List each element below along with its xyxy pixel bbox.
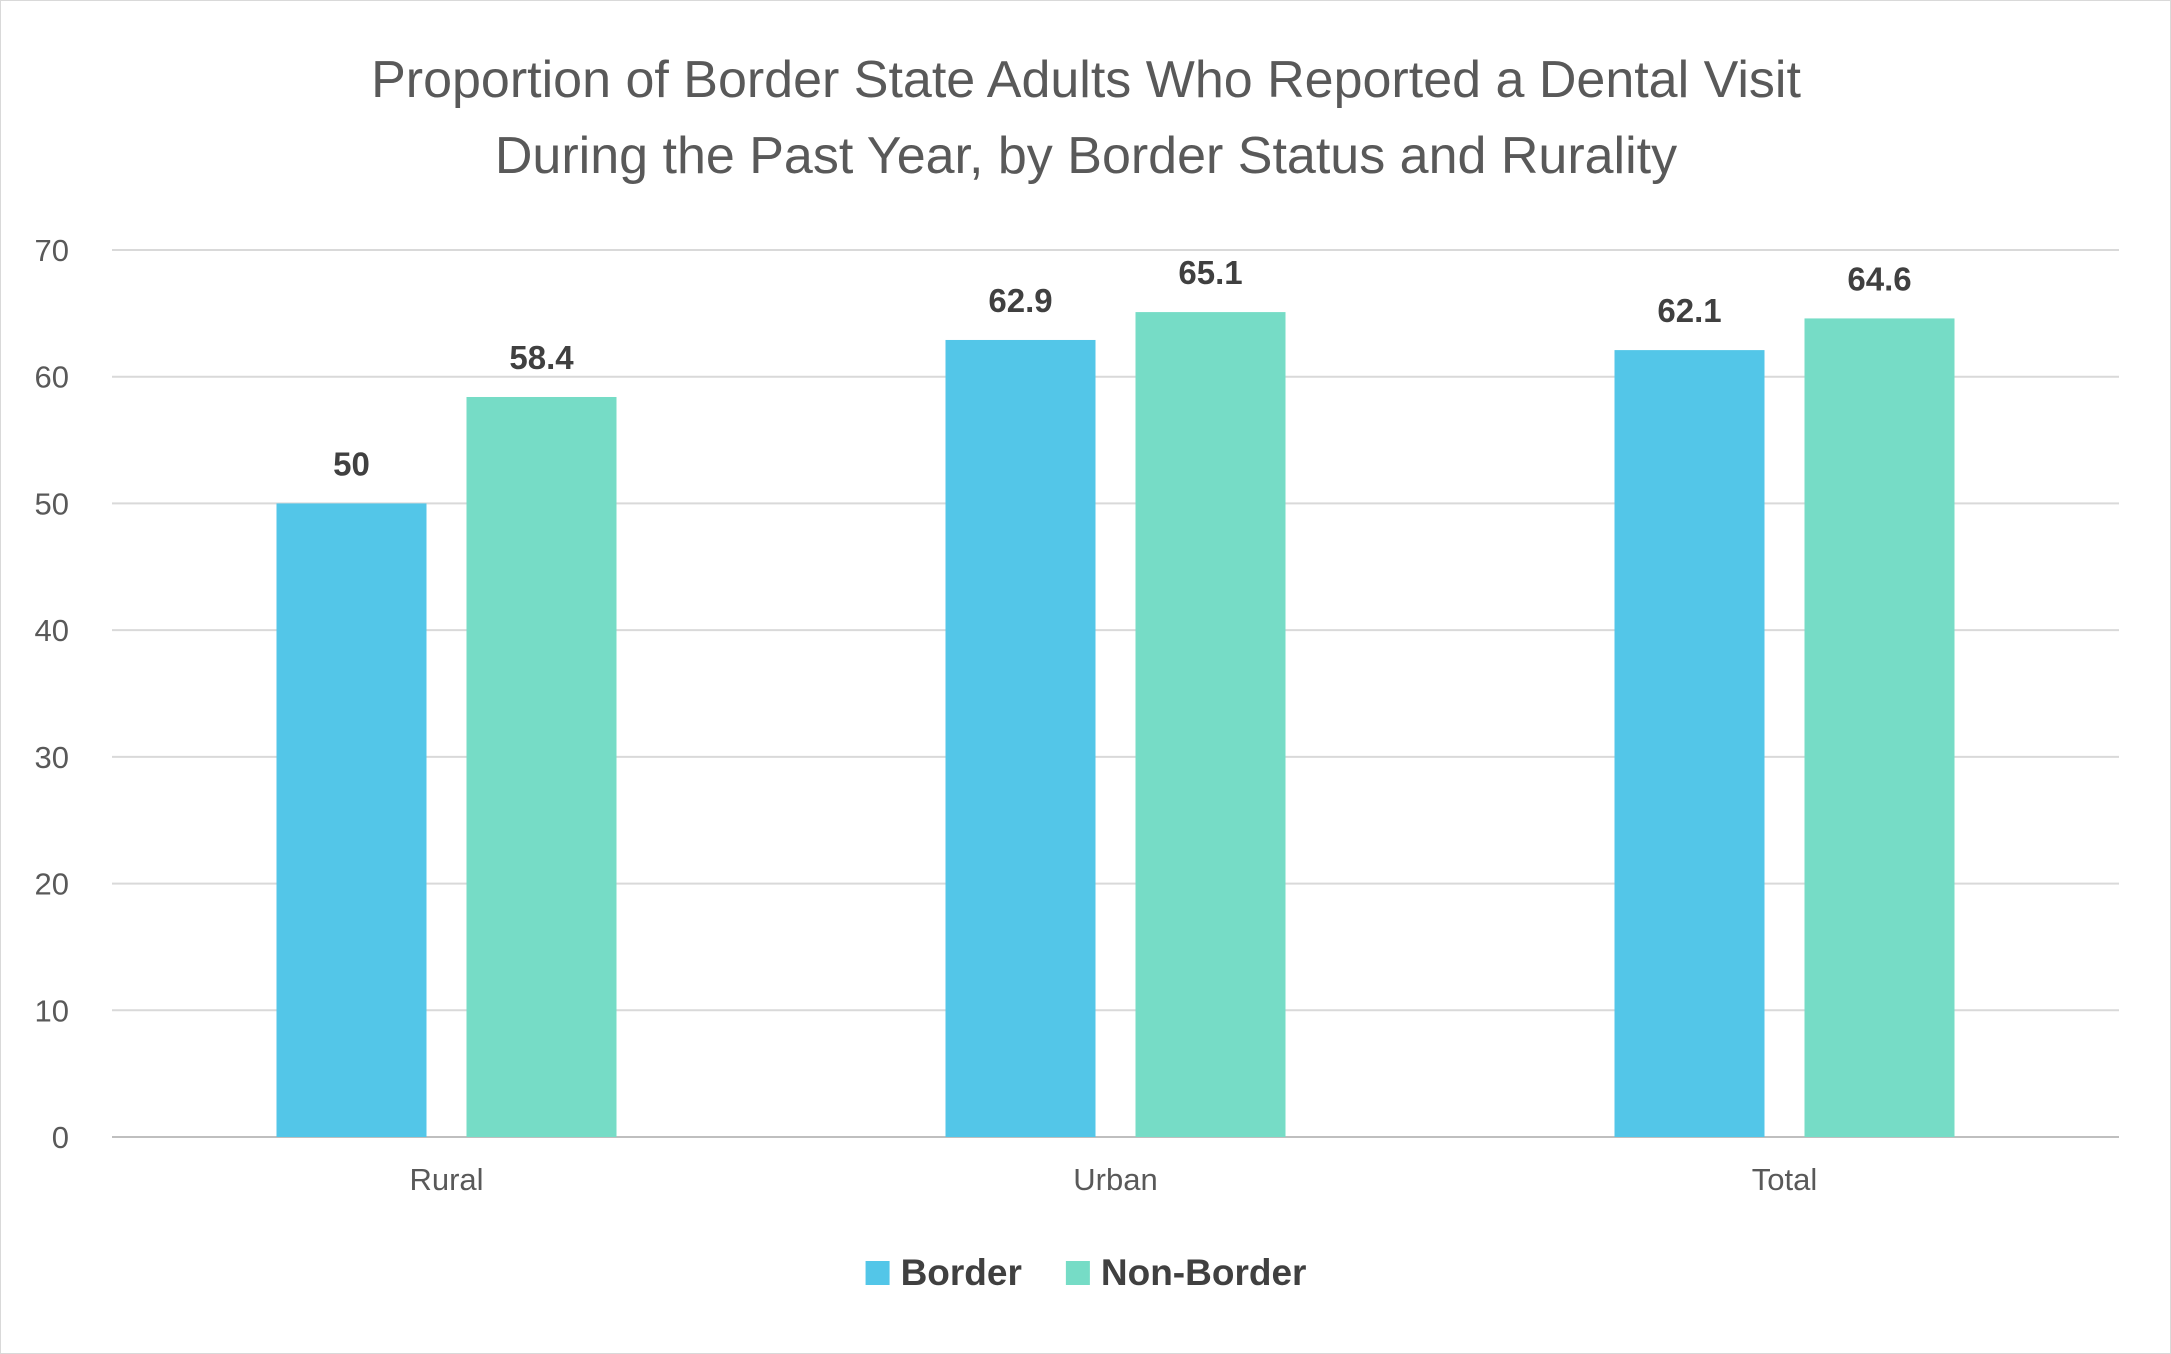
chart-title-line-1: Proportion of Border State Adults Who Re… [371,51,1801,109]
bar-total-border [1614,350,1765,1138]
legend-swatch-non-border [1065,1261,1090,1285]
legend: Border Non-Border [865,1252,1307,1293]
bar-rural-border [276,503,427,1137]
x-axis-category-labels: Rural Urban Total [409,1162,1817,1197]
legend-swatch-border [865,1261,890,1285]
bar-rural-non-border [466,396,617,1137]
data-label-urban-non-border: 65.1 [1178,254,1242,291]
bar-urban-non-border [1135,312,1286,1138]
data-label-total-non-border: 64.6 [1847,260,1911,297]
bars [276,312,1955,1138]
data-label-total-border: 62.1 [1657,292,1721,329]
legend-item-border: Border [865,1252,1022,1293]
data-labels: 50 58.4 62.9 65.1 62.1 64.6 [333,254,1911,482]
y-tick-label-50: 50 [35,486,69,521]
legend-item-non-border: Non-Border [1065,1252,1307,1293]
gridlines [112,249,2119,1138]
data-label-urban-border: 62.9 [988,282,1052,319]
y-axis-tick-labels: 0 10 20 30 40 50 60 70 [35,233,69,1155]
y-tick-label-20: 20 [35,867,69,902]
y-tick-label-40: 40 [35,613,69,648]
bar-urban-border [945,339,1096,1137]
category-label-urban: Urban [1073,1162,1157,1197]
category-label-rural: Rural [409,1162,483,1197]
chart-title: Proportion of Border State Adults Who Re… [371,51,1801,185]
y-tick-label-60: 60 [35,360,69,395]
legend-label-border: Border [901,1252,1022,1293]
data-label-rural-non-border: 58.4 [509,339,574,376]
category-label-total: Total [1752,1162,1817,1197]
chart-title-line-2: During the Past Year, by Border Status a… [495,127,1677,185]
legend-label-non-border: Non-Border [1101,1252,1307,1293]
y-tick-label-70: 70 [35,233,69,268]
y-tick-label-30: 30 [35,740,69,775]
y-tick-label-0: 0 [52,1120,69,1155]
y-tick-label-10: 10 [35,993,69,1028]
data-label-rural-border: 50 [333,445,370,482]
bar-total-non-border [1804,318,1955,1137]
